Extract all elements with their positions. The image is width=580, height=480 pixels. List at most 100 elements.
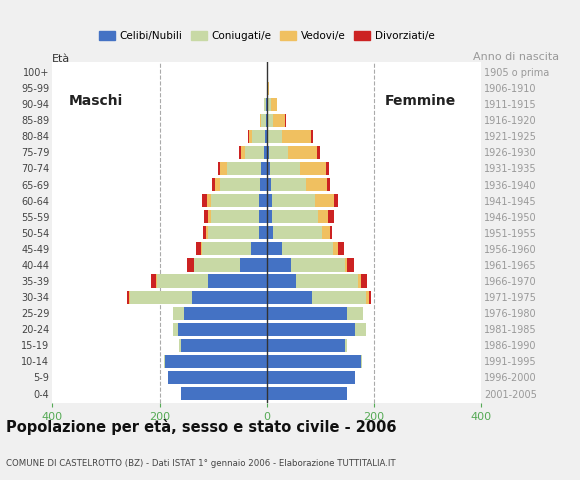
Bar [215, 178, 220, 191]
Bar [208, 210, 211, 223]
Bar [212, 178, 215, 191]
Bar [267, 162, 270, 175]
Bar [173, 323, 178, 336]
Bar [157, 275, 208, 288]
Bar [201, 242, 202, 255]
Bar [267, 323, 356, 336]
Text: Età: Età [52, 54, 70, 64]
Bar [267, 258, 291, 272]
Bar [369, 290, 371, 304]
Bar [268, 114, 273, 127]
Text: COMUNE DI CASTELROTTO (BZ) - Dati ISTAT 1° gennaio 2006 - Elaborazione TUTTITALI: COMUNE DI CASTELROTTO (BZ) - Dati ISTAT … [6, 458, 396, 468]
Text: Maschi: Maschi [68, 94, 122, 108]
Bar [327, 162, 329, 175]
Bar [267, 130, 269, 143]
Bar [164, 355, 165, 368]
Bar [321, 226, 329, 240]
Text: Popolazione per età, sesso e stato civile - 2006: Popolazione per età, sesso e stato civil… [6, 419, 396, 435]
Bar [267, 97, 268, 111]
Bar [333, 242, 338, 255]
Bar [204, 226, 206, 240]
Bar [245, 146, 264, 159]
Bar [328, 178, 330, 191]
Bar [252, 130, 265, 143]
Bar [266, 97, 267, 111]
Bar [334, 194, 338, 207]
Bar [265, 130, 267, 143]
Bar [220, 162, 227, 175]
Bar [202, 194, 206, 207]
Bar [291, 258, 345, 272]
Bar [311, 130, 313, 143]
Bar [220, 178, 260, 191]
Bar [259, 226, 267, 240]
Bar [361, 275, 367, 288]
Bar [181, 387, 267, 400]
Bar [270, 162, 299, 175]
Bar [358, 275, 361, 288]
Bar [267, 387, 347, 400]
Bar [127, 290, 129, 304]
Bar [184, 307, 267, 320]
Bar [273, 226, 321, 240]
Bar [273, 114, 285, 127]
Legend: Celibi/Nubili, Coniugati/e, Vedovi/e, Divorziati/e: Celibi/Nubili, Coniugati/e, Vedovi/e, Di… [95, 27, 439, 45]
Bar [211, 210, 259, 223]
Bar [206, 226, 208, 240]
Bar [251, 242, 267, 255]
Bar [267, 290, 313, 304]
Bar [266, 114, 267, 127]
Bar [130, 290, 191, 304]
Bar [288, 146, 317, 159]
Bar [227, 162, 262, 175]
Bar [194, 258, 240, 272]
Bar [268, 97, 270, 111]
Bar [272, 210, 318, 223]
Bar [179, 339, 181, 352]
Bar [259, 210, 267, 223]
Bar [267, 114, 268, 127]
Bar [208, 226, 259, 240]
Bar [306, 178, 328, 191]
Bar [282, 130, 311, 143]
Bar [267, 275, 296, 288]
Bar [173, 307, 184, 320]
Bar [269, 146, 288, 159]
Bar [240, 146, 241, 159]
Bar [270, 97, 277, 111]
Bar [345, 258, 347, 272]
Bar [267, 307, 347, 320]
Bar [269, 130, 282, 143]
Bar [345, 339, 347, 352]
Bar [263, 97, 266, 111]
Bar [202, 242, 251, 255]
Bar [260, 178, 267, 191]
Bar [241, 146, 245, 159]
Bar [366, 290, 369, 304]
Bar [267, 210, 272, 223]
Bar [318, 210, 328, 223]
Bar [347, 307, 363, 320]
Bar [328, 210, 334, 223]
Bar [168, 371, 267, 384]
Bar [285, 114, 286, 127]
Text: Anno di nascita: Anno di nascita [473, 52, 559, 62]
Bar [262, 162, 267, 175]
Bar [299, 162, 327, 175]
Bar [151, 275, 156, 288]
Bar [317, 146, 320, 159]
Bar [218, 162, 220, 175]
Bar [329, 226, 332, 240]
Bar [259, 194, 267, 207]
Bar [196, 242, 201, 255]
Bar [267, 178, 271, 191]
Text: Femmine: Femmine [385, 94, 456, 108]
Bar [178, 323, 267, 336]
Bar [296, 275, 358, 288]
Bar [187, 258, 194, 272]
Bar [204, 210, 208, 223]
Bar [191, 290, 267, 304]
Bar [282, 242, 333, 255]
Bar [206, 194, 211, 207]
Bar [240, 258, 267, 272]
